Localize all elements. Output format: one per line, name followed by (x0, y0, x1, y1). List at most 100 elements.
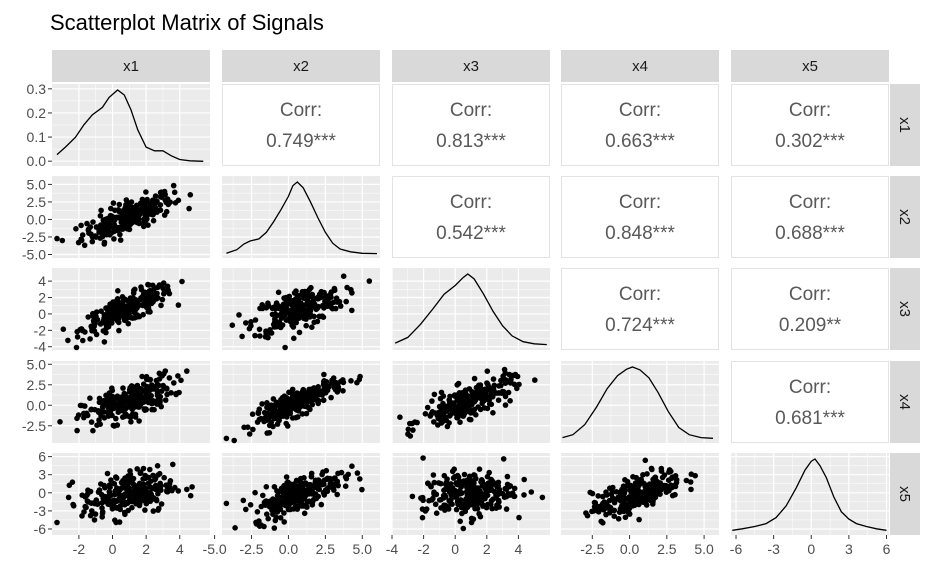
point-x4-x3-25 (405, 426, 412, 433)
point-x4-x2-214 (287, 409, 293, 415)
point-x5-x1-156 (111, 480, 118, 487)
point-x5-x3-76 (521, 492, 527, 498)
point-x3-x1-219 (90, 313, 96, 319)
point-x3-x1-137 (103, 305, 109, 311)
point-x4-x2-240 (321, 385, 328, 392)
point-x4-x2-81 (249, 411, 256, 418)
point-x2-x1-167 (157, 189, 164, 196)
point-x5-x3-110 (477, 513, 484, 520)
y-tick-label-x4-2: 2.5 (27, 377, 47, 393)
point-x5-x4-248 (651, 495, 657, 502)
point-x3-x1-98 (114, 318, 121, 324)
point-x4-x2-236 (281, 398, 288, 405)
point-x4-x3-175 (429, 398, 435, 404)
corr-panel-x3-x4 (561, 268, 719, 350)
point-x5-x1-234 (108, 498, 115, 504)
point-x5-x1-57 (170, 461, 176, 468)
point-x5-x2-244 (291, 481, 297, 488)
point-x5-x1-32 (161, 474, 167, 481)
point-x5-x2-105 (357, 476, 363, 482)
point-x4-x2-127 (264, 410, 271, 417)
point-x4-x3-183 (460, 398, 466, 404)
point-x3-x2-243 (291, 297, 298, 303)
point-x3-x1-234 (155, 284, 161, 291)
point-x4-x1-193 (82, 403, 88, 409)
x-tick-label-x1-0: -2 (73, 541, 86, 557)
point-x2-x1-175 (54, 235, 60, 242)
point-x5-x1-215 (150, 508, 157, 514)
point-x5-x1-183 (158, 483, 164, 489)
point-x4-x1-176 (153, 377, 160, 384)
point-x4-x3-241 (485, 385, 492, 392)
point-x5-x2-248 (301, 475, 307, 481)
point-x4-x1-192 (120, 414, 126, 420)
point-x5-x2-226 (273, 514, 280, 520)
point-x4-x3-6 (498, 377, 504, 384)
point-x4-x1-218 (127, 414, 134, 421)
point-x4-x1-186 (127, 389, 133, 396)
point-x4-x2-242 (294, 399, 300, 406)
point-x5-x3-197 (443, 479, 450, 486)
point-x4-x3-225 (473, 394, 480, 400)
point-x5-x3-204 (472, 505, 478, 512)
point-x3-x2-83 (299, 288, 306, 295)
point-x5-x2-222 (296, 497, 302, 504)
point-x4-x3-216 (445, 404, 452, 411)
point-x3-x2-204 (257, 333, 263, 339)
point-x3-x1-210 (132, 306, 139, 313)
point-x4-x3-165 (435, 422, 441, 428)
point-x2-x1-112 (157, 194, 164, 200)
point-x5-x3-240 (483, 504, 490, 511)
point-x3-x2-91 (248, 319, 254, 325)
point-x3-x2-71 (340, 273, 347, 280)
point-x2-x1-228 (120, 214, 126, 220)
point-x5-x1-230 (138, 497, 144, 503)
point-x5-x2-220 (318, 479, 325, 486)
point-x5-x1-186 (106, 489, 113, 496)
point-x3-x1-248 (111, 314, 117, 321)
point-x2-x1-53 (78, 222, 84, 229)
point-x5-x3-61 (438, 480, 444, 487)
point-x4-x2-231 (268, 419, 275, 426)
point-x4-x1-198 (110, 422, 117, 429)
point-x5-x4-244 (646, 481, 653, 487)
point-x5-x2-119 (274, 488, 280, 494)
corr-label-x2-x3: Corr: (450, 192, 492, 213)
point-x5-x2-200 (323, 467, 330, 474)
point-x5-x3-237 (457, 518, 464, 525)
point-x5-x3-216 (419, 506, 426, 512)
point-x3-x1-211 (100, 328, 107, 334)
point-x4-x2-126 (255, 409, 262, 416)
point-x3-x2-246 (297, 309, 303, 315)
point-x3-x2-217 (269, 305, 276, 312)
point-x4-x1-222 (137, 398, 144, 405)
point-x5-x3-195 (459, 504, 465, 511)
point-x5-x2-240 (281, 502, 288, 508)
point-x4-x3-145 (496, 383, 502, 389)
point-x4-x1-206 (142, 407, 148, 414)
point-x5-x4-230 (630, 494, 637, 501)
point-x4-x3-237 (467, 398, 474, 405)
point-x4-x3-187 (507, 398, 513, 404)
point-x4-x3-235 (484, 381, 491, 388)
point-x3-x2-31 (349, 307, 355, 314)
point-x5-x4-140 (666, 486, 672, 493)
point-x4-x3-226 (442, 413, 448, 420)
point-x5-x2-129 (243, 506, 249, 513)
point-x5-x1-237 (143, 500, 150, 507)
point-x5-x1-227 (133, 493, 140, 500)
point-x4-x3-243 (509, 372, 516, 379)
point-x4-x3-190 (462, 387, 469, 394)
point-x3-x2-169 (268, 330, 274, 336)
point-x5-x3-163 (491, 488, 498, 495)
point-x5-x3-229 (464, 504, 471, 511)
point-x5-x2-233 (302, 480, 309, 486)
y-tick-label-x1-2: 0.2 (27, 105, 47, 121)
point-x5-x1-20 (187, 492, 194, 499)
point-x4-x1-173 (136, 418, 142, 424)
corr-panel-x2-x4 (561, 176, 719, 258)
point-x3-x1-213 (94, 316, 101, 323)
point-x5-x4-105 (589, 490, 596, 497)
point-x5-x1-84 (158, 501, 165, 507)
point-x5-x2-164 (262, 498, 269, 505)
